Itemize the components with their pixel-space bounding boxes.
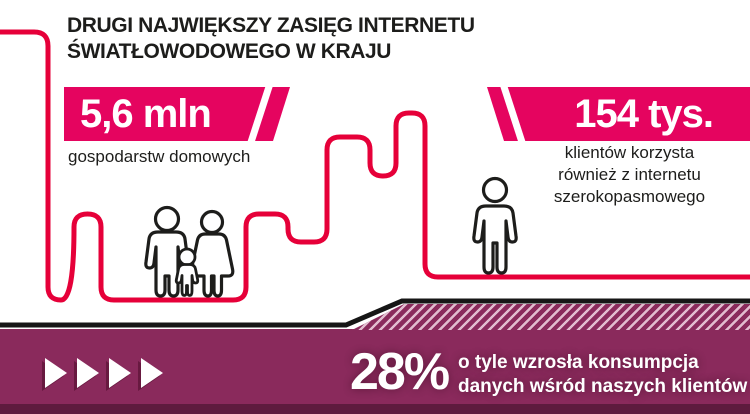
arrow-right-icon <box>109 358 131 388</box>
bottom-band-dark-strip <box>0 404 750 414</box>
page-title-line2: ŚWIATŁOWODOWEGO W KRAJU <box>67 40 392 63</box>
page-title: DRUGI NAJWIĘKSZY ZASIĘG INTERNETU ŚWIATŁ… <box>67 13 497 65</box>
households-stat-value: 5,6 mln <box>80 91 212 136</box>
broadband-caption-line1: klientów korzysta <box>564 143 695 162</box>
households-stat-banner: 5,6 mln <box>64 87 290 141</box>
households-stat-caption: gospodarstw domowych <box>68 147 251 166</box>
page-title-line1: DRUGI NAJWIĘKSZY ZASIĘG INTERNETU <box>67 14 475 37</box>
arrow-right-icon <box>45 358 67 388</box>
family-icon <box>144 205 235 298</box>
banner-slash-decoration <box>244 87 275 141</box>
arrow-row <box>45 358 173 388</box>
growth-caption-line2: danych wśród naszych klientów <box>458 376 748 397</box>
hatched-stripe-area <box>352 304 750 330</box>
broadband-caption-line2: również z internetu <box>558 165 701 184</box>
growth-stat-caption: o tyle wzrosła konsumpcja danych wśród n… <box>458 351 747 399</box>
growth-stat-value: 28% <box>350 343 450 401</box>
broadband-stat-banner: 154 tys. <box>487 87 750 141</box>
broadband-stat-caption: klientów korzysta również z internetu sz… <box>512 142 747 208</box>
arrow-right-icon <box>77 358 99 388</box>
arrow-right-icon <box>141 358 163 388</box>
broadband-stat-value: 154 tys. <box>574 91 714 136</box>
broadband-caption-line3: szerokopasmowego <box>553 187 706 206</box>
person-icon <box>472 176 518 275</box>
growth-caption-line1: o tyle wzrosła konsumpcja <box>458 352 699 373</box>
